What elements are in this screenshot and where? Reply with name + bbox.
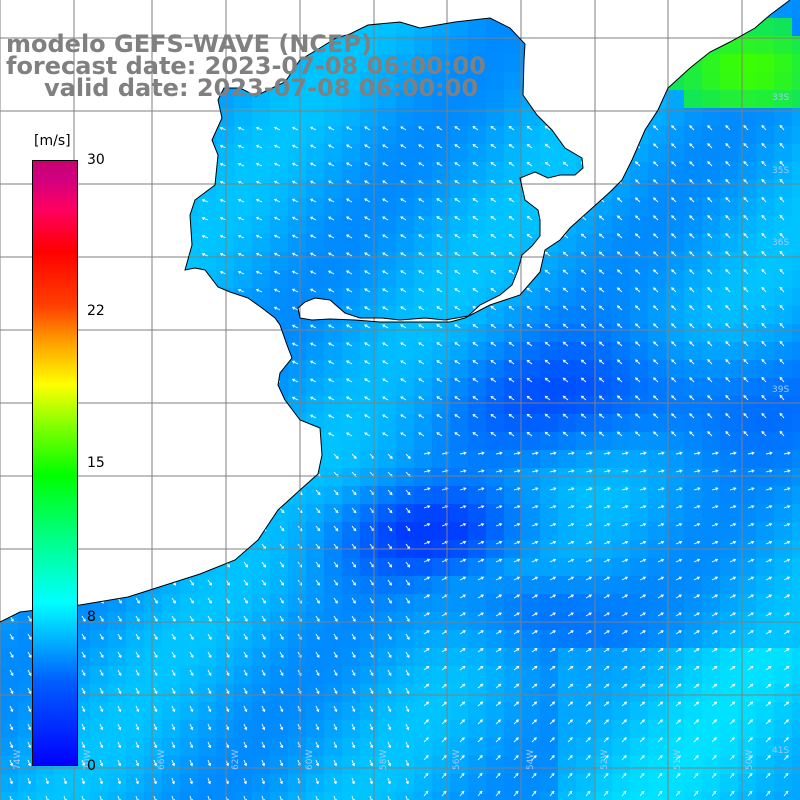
valid-date: valid date: 2023-07-08 06:00:00 (44, 74, 479, 102)
colorbar-tick-min: 0 (87, 758, 96, 774)
lat-label: 39S (772, 385, 789, 395)
lon-label: 58W (379, 750, 389, 770)
colorbar-tick: 15 (87, 455, 105, 471)
model-title: modelo GEFS-WAVE (NCEP) (6, 30, 372, 58)
lon-label: 56W (452, 750, 462, 770)
lon-label: 54W (526, 750, 536, 770)
lon-label: 50W (745, 750, 755, 770)
lon-label: 51W (673, 750, 683, 770)
colorbar (32, 160, 78, 766)
colorbar-units: [m/s] (34, 133, 71, 149)
lat-label: 41S (772, 746, 789, 756)
colorbar-tick-max: 30 (87, 152, 105, 168)
lon-label: 70W (83, 750, 93, 770)
lon-label: 62W (231, 750, 241, 770)
colorbar-tick: 22 (87, 303, 105, 319)
lon-label: 66W (157, 750, 167, 770)
lat-label: 33S (772, 93, 789, 103)
lat-label: 36S (772, 238, 789, 248)
coastline (0, 0, 791, 623)
lon-label: 74W (13, 750, 23, 770)
lat-label: 35S (772, 166, 789, 176)
lon-label: 52W (600, 750, 610, 770)
lon-label: 60W (305, 750, 315, 770)
colorbar-tick: 8 (87, 609, 96, 625)
forecast-date: forecast date: 2023-07-08 06:00:00 (6, 52, 486, 80)
